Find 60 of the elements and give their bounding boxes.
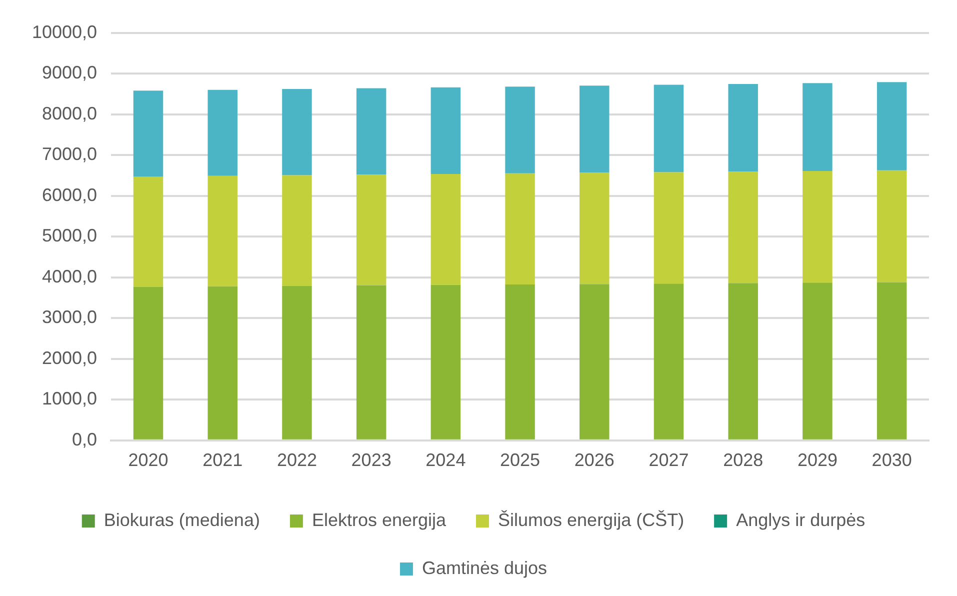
bar bbox=[430, 87, 461, 174]
x-tick-label: 2025 bbox=[500, 450, 540, 470]
bar bbox=[654, 284, 684, 440]
y-tick-label: 3000,0 bbox=[42, 307, 98, 328]
x-tick-label: 2024 bbox=[426, 450, 466, 470]
y-tick-label: 2000,0 bbox=[42, 348, 98, 368]
bar bbox=[654, 172, 684, 284]
y-tick-label: 4000,0 bbox=[42, 266, 98, 286]
bar bbox=[580, 86, 610, 173]
bar bbox=[505, 173, 535, 284]
legend-label: Elektros energija bbox=[312, 510, 447, 530]
bar bbox=[430, 284, 461, 440]
y-tick-label: 5000,0 bbox=[42, 226, 98, 246]
y-tick-label: 7000,0 bbox=[42, 144, 98, 164]
bar bbox=[876, 82, 907, 170]
legend-label: Anglys ir durpės bbox=[736, 510, 866, 530]
bar bbox=[728, 283, 758, 440]
bar bbox=[282, 89, 312, 176]
bar bbox=[208, 286, 238, 440]
bar bbox=[208, 90, 238, 176]
bar bbox=[654, 84, 684, 172]
legend-label: Šilumos energija (CŠT) bbox=[498, 510, 684, 530]
bar bbox=[208, 176, 238, 286]
bar bbox=[580, 284, 610, 440]
bar bbox=[430, 174, 461, 285]
bar bbox=[802, 170, 832, 283]
x-tick-label: 2021 bbox=[202, 450, 243, 470]
bar bbox=[728, 172, 758, 284]
y-tick-label: 10000,0 bbox=[32, 22, 98, 42]
x-tick-label: 2022 bbox=[276, 450, 317, 470]
bar bbox=[802, 282, 832, 440]
bar bbox=[505, 284, 535, 440]
bar bbox=[876, 170, 907, 282]
y-tick-label: 1000,0 bbox=[42, 388, 98, 409]
y-tick-label: 9000,0 bbox=[42, 62, 98, 83]
bar bbox=[356, 88, 386, 175]
bar bbox=[282, 286, 312, 440]
x-tick-label: 2023 bbox=[351, 450, 392, 470]
bar bbox=[282, 175, 312, 286]
bar bbox=[580, 172, 610, 284]
y-tick-label: 8000,0 bbox=[42, 103, 98, 124]
bar bbox=[505, 86, 535, 174]
bar bbox=[876, 282, 907, 440]
x-tick-label: 2020 bbox=[128, 450, 168, 470]
x-tick-label: 2026 bbox=[574, 450, 614, 470]
y-tick-label: 0,0 bbox=[72, 429, 98, 450]
x-tick-label: 2030 bbox=[872, 450, 912, 470]
x-tick-label: 2027 bbox=[648, 450, 689, 470]
bar bbox=[133, 286, 164, 440]
legend-label: Gamtinės dujos bbox=[422, 558, 548, 578]
bar bbox=[356, 285, 386, 440]
legend-label: Biokuras (mediena) bbox=[104, 510, 260, 530]
bar bbox=[356, 174, 386, 286]
y-tick-label: 6000,0 bbox=[42, 184, 98, 205]
x-tick-label: 2029 bbox=[797, 450, 838, 470]
x-tick-label: 2028 bbox=[723, 450, 764, 470]
bar bbox=[133, 90, 164, 176]
bar bbox=[802, 83, 832, 171]
bar bbox=[728, 84, 758, 172]
bar bbox=[133, 176, 164, 287]
